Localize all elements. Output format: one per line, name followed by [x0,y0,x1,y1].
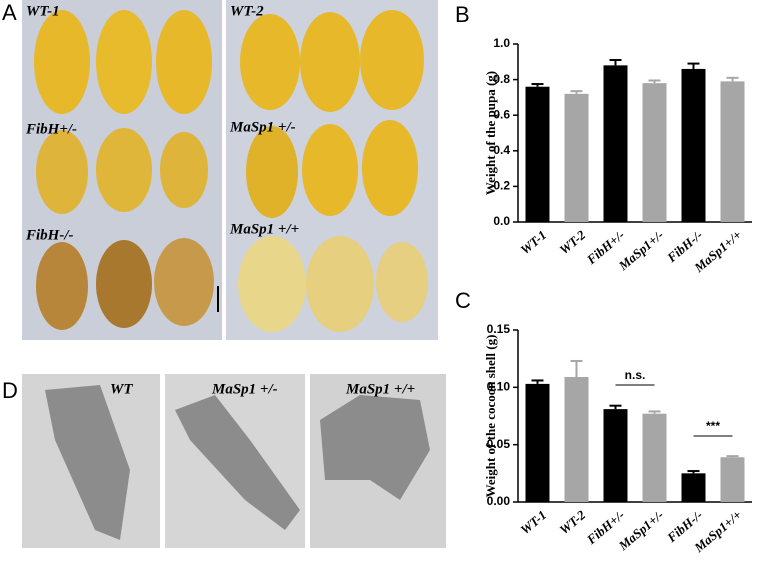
photo-label: MaSp1 +/- [211,381,278,397]
y-axis-label: Weight of the pupa (g) [483,71,498,195]
photo-label: WT-1 [26,3,60,19]
x-tick-label: WT-2 [556,227,588,258]
bar [525,383,550,502]
bar [681,473,706,502]
cocoons [34,10,428,332]
bar [681,68,706,222]
bar [642,83,667,222]
bar [642,413,667,502]
y-tick-label: 1.0 [493,36,510,50]
y-axis-label: Weight of the cocoon shell (g) [483,335,498,498]
y-tick-label: 0.00 [487,494,511,508]
panel-label: C [455,288,471,313]
x-tick-label: WT-2 [556,507,588,538]
y-tick-label: 0.2 [493,179,510,193]
y-tick-label: 0.6 [493,107,510,121]
y-tick-label: 0.10 [487,380,511,394]
panel-label: B [455,2,470,27]
photo-label: MaSp1 +/- [229,119,296,135]
panel-label: D [2,378,18,403]
bar [603,409,628,502]
y-tick-label: 0.0 [493,214,510,228]
photo-label: WT-2 [230,3,264,19]
bar [564,93,589,222]
bar [603,65,628,222]
y-tick-label: 0.05 [487,437,511,451]
panel-label: A [2,0,17,25]
photo-label: MaSp1 +/+ [229,221,299,237]
photo-label: FibH-/- [25,227,74,243]
annotation: *** [706,419,720,433]
y-tick-label: 0.8 [493,72,510,86]
bar [525,86,550,222]
x-tick-label: WT-1 [517,507,549,537]
annotation: n.s. [625,368,646,382]
photo-label: WT [110,381,133,397]
bar [720,81,745,222]
y-tick-label: 0.15 [487,322,511,336]
bar [720,457,745,502]
photo-label: MaSp1 +/+ [345,381,415,397]
tem-shapes [45,385,430,540]
bar [564,377,589,502]
photo-label: FibH+/- [25,121,77,137]
y-tick-label: 0.4 [493,143,510,157]
x-tick-label: WT-1 [517,227,549,257]
